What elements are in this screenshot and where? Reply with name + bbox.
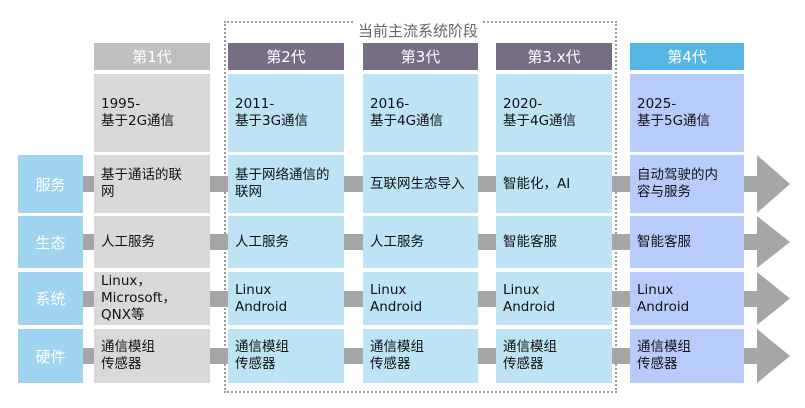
generation-cell: Linux Android	[228, 272, 344, 325]
generation-header: 第3代	[363, 43, 478, 70]
generation-cell: 智能化，AI	[496, 155, 612, 213]
generation-cell: 通信模组 传感器	[496, 329, 612, 383]
generation-cell: Linux Android	[496, 272, 612, 325]
generation-cell: Linux Android	[630, 272, 744, 325]
row-label: 生态	[18, 216, 83, 268]
generation-header: 第3.x代	[496, 43, 612, 70]
generation-cell: 通信模组 传感器	[630, 329, 744, 383]
arrow-head-icon	[757, 216, 790, 268]
row-label: 系统	[18, 272, 83, 325]
generation-cell: 人工服务	[228, 216, 344, 268]
current-stage-title: 当前主流系统阶段	[354, 20, 483, 41]
generation-cell: 基于网络通信的 联网	[228, 155, 344, 213]
generation-cell: 通信模组 传感器	[228, 329, 344, 383]
generation-cell: Linux Android	[363, 272, 478, 325]
generation-cell: 通信模组 传感器	[363, 329, 478, 383]
generation-period: 2016- 基于4G通信	[363, 74, 478, 152]
generation-period: 2020- 基于4G通信	[496, 74, 612, 152]
generation-period: 2025- 基于5G通信	[630, 74, 744, 152]
generation-header: 第2代	[228, 43, 344, 70]
generation-cell: Linux， Microsoft， QNX等	[94, 272, 210, 325]
generation-cell: 智能客服	[496, 216, 612, 268]
arrow-head-icon	[757, 272, 790, 325]
generation-cell: 互联网生态导入	[363, 155, 478, 213]
generation-header: 第1代	[94, 43, 210, 70]
row-label: 服务	[18, 155, 83, 213]
arrow-head-icon	[757, 155, 790, 213]
row-label: 硬件	[18, 329, 83, 383]
generation-cell: 人工服务	[94, 216, 210, 268]
generation-period: 1995- 基于2G通信	[94, 74, 210, 152]
generation-cell: 人工服务	[363, 216, 478, 268]
arrow-head-icon	[757, 329, 790, 383]
generation-cell: 通信模组 传感器	[94, 329, 210, 383]
generation-period: 2011- 基于3G通信	[228, 74, 344, 152]
generation-header: 第4代	[630, 43, 744, 70]
generation-cell: 基于通话的联 网	[94, 155, 210, 213]
generation-cell: 智能客服	[630, 216, 744, 268]
generation-cell: 自动驾驶的内 容与服务	[630, 155, 744, 213]
